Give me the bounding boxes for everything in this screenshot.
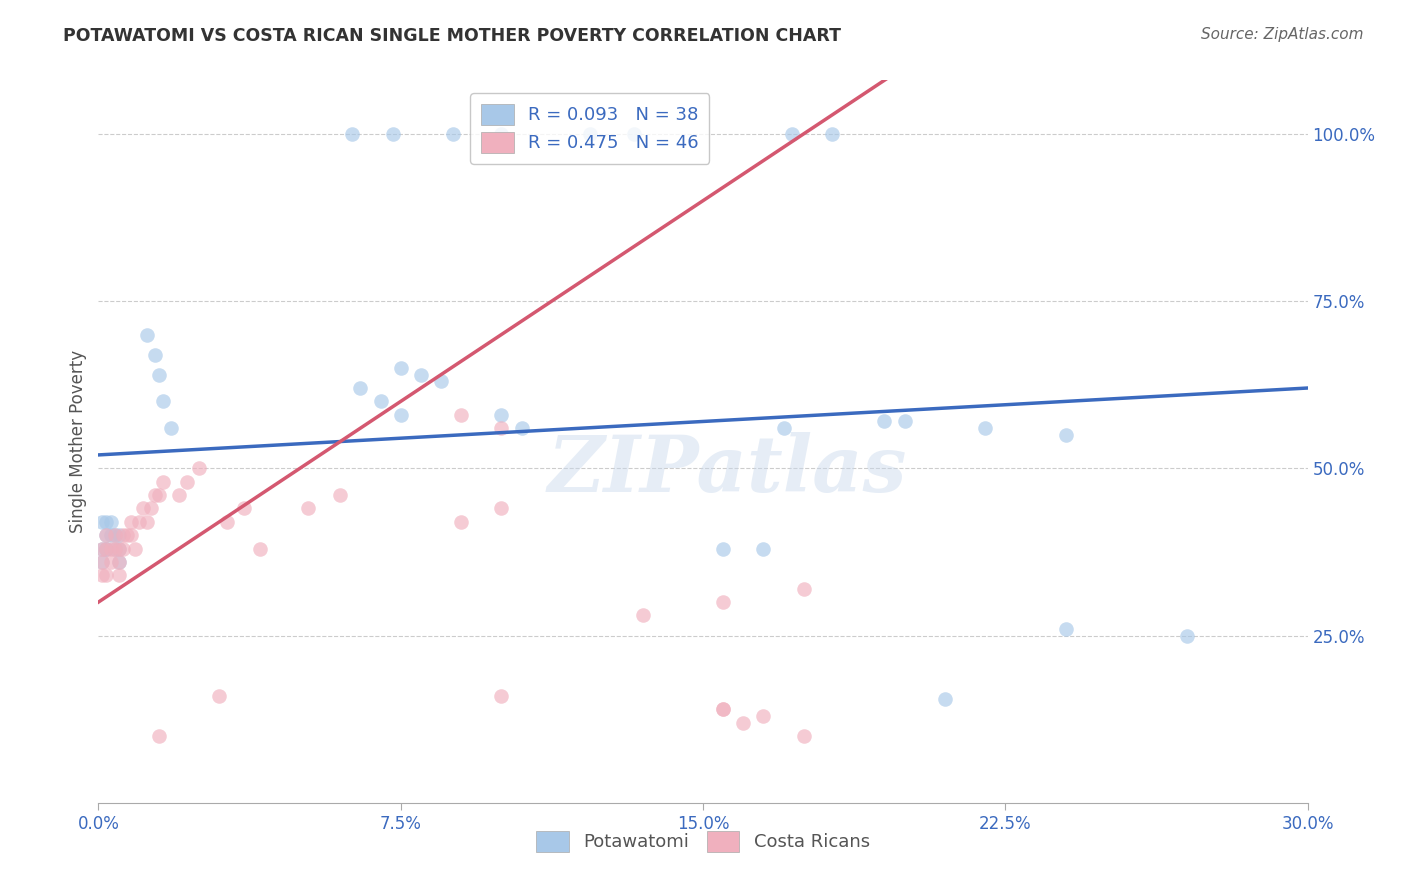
Point: [100, 528, 122, 542]
Point: [579, 127, 602, 141]
Point: [91, 568, 114, 582]
Point: [107, 555, 129, 569]
Point: [103, 541, 125, 556]
Point: [772, 421, 794, 435]
Point: [100, 515, 122, 529]
Text: POTAWATOMI VS COSTA RICAN SINGLE MOTHER POVERTY CORRELATION CHART: POTAWATOMI VS COSTA RICAN SINGLE MOTHER …: [63, 27, 841, 45]
Text: Source: ZipAtlas.com: Source: ZipAtlas.com: [1201, 27, 1364, 42]
Point: [752, 541, 775, 556]
Point: [152, 394, 174, 409]
Point: [370, 394, 392, 409]
Point: [441, 127, 464, 141]
Point: [128, 515, 150, 529]
Point: [91, 555, 114, 569]
Point: [450, 515, 472, 529]
Point: [1054, 622, 1077, 636]
Point: [135, 327, 157, 342]
Point: [91, 541, 114, 556]
Point: [160, 421, 183, 435]
Point: [96, 528, 118, 542]
Point: [107, 528, 129, 542]
Point: [176, 475, 198, 489]
Point: [873, 414, 896, 429]
Point: [148, 368, 170, 382]
Point: [711, 702, 734, 716]
Point: [793, 729, 815, 743]
Point: [249, 541, 271, 556]
Point: [91, 515, 114, 529]
Point: [793, 582, 815, 596]
Point: [491, 689, 513, 703]
Point: [711, 541, 734, 556]
Point: [148, 488, 170, 502]
Point: [1175, 628, 1198, 642]
Y-axis label: Single Mother Poverty: Single Mother Poverty: [69, 350, 87, 533]
Point: [107, 541, 129, 556]
Point: [96, 568, 118, 582]
Point: [91, 555, 114, 569]
Point: [107, 555, 129, 569]
Point: [107, 541, 129, 556]
Point: [135, 515, 157, 529]
Point: [103, 528, 125, 542]
Text: ZIPatlas: ZIPatlas: [547, 433, 907, 508]
Point: [1054, 427, 1077, 442]
Point: [623, 127, 645, 141]
Point: [100, 541, 122, 556]
Point: [132, 501, 155, 516]
Point: [631, 608, 654, 623]
Point: [329, 488, 352, 502]
Point: [342, 127, 364, 141]
Point: [120, 528, 142, 542]
Point: [96, 528, 118, 542]
Point: [152, 475, 174, 489]
Point: [100, 555, 122, 569]
Point: [91, 541, 114, 556]
Point: [349, 381, 371, 395]
Point: [208, 689, 231, 703]
Point: [139, 501, 162, 516]
Point: [409, 368, 432, 382]
Point: [107, 568, 129, 582]
Point: [103, 528, 125, 542]
Point: [430, 375, 453, 389]
Point: [491, 421, 513, 435]
Point: [217, 515, 239, 529]
Point: [96, 515, 118, 529]
Point: [821, 127, 844, 141]
Point: [232, 501, 254, 516]
Point: [491, 127, 513, 141]
Point: [491, 408, 513, 422]
Point: [96, 541, 118, 556]
Point: [103, 541, 125, 556]
Point: [111, 541, 134, 556]
Point: [143, 348, 166, 362]
Point: [381, 127, 404, 141]
Point: [711, 702, 734, 716]
Point: [491, 501, 513, 516]
Point: [120, 515, 142, 529]
Point: [111, 528, 134, 542]
Point: [450, 408, 472, 422]
Point: [510, 421, 533, 435]
Point: [711, 595, 734, 609]
Point: [167, 488, 190, 502]
Point: [733, 715, 755, 730]
Point: [143, 488, 166, 502]
Legend: Potawatomi, Costa Ricans: Potawatomi, Costa Ricans: [529, 823, 877, 859]
Point: [389, 408, 412, 422]
Point: [297, 501, 319, 516]
Point: [389, 361, 412, 376]
Point: [934, 692, 956, 706]
Point: [752, 708, 775, 723]
Point: [96, 541, 118, 556]
Point: [974, 421, 997, 435]
Point: [96, 541, 118, 556]
Point: [188, 461, 211, 475]
Point: [780, 127, 803, 141]
Point: [148, 729, 170, 743]
Point: [893, 414, 915, 429]
Point: [115, 528, 138, 542]
Point: [124, 541, 146, 556]
